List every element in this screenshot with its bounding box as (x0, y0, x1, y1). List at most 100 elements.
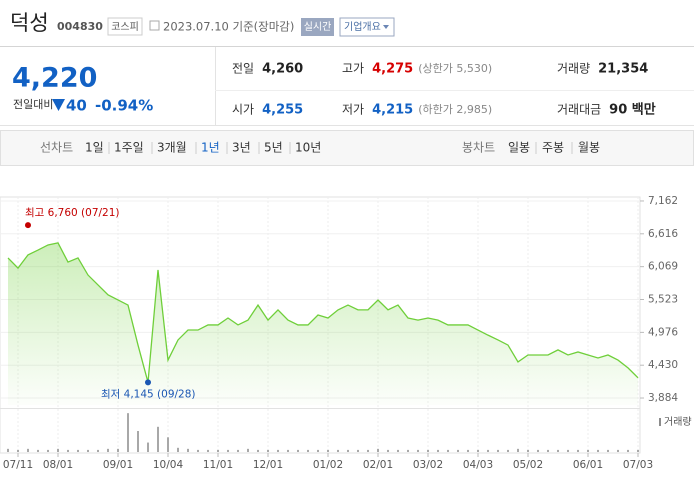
change: 40 (66, 97, 87, 115)
summary-value: 4,255 (262, 103, 303, 118)
x-tick-label: 07/03 (623, 459, 653, 471)
summary-label: 시가 (232, 103, 254, 117)
volume-bar (77, 449, 79, 452)
volume-bar (287, 449, 289, 452)
volume-bar (117, 448, 119, 452)
volume-bar (97, 449, 99, 452)
price-line (7, 242, 639, 383)
period-tab[interactable]: 1주일 (114, 141, 144, 155)
candle-tab[interactable]: 주봉 (542, 141, 564, 155)
x-tick-label: 09/01 (103, 459, 133, 471)
volume-bar (227, 449, 229, 452)
volume-legend-swatch (659, 418, 661, 426)
volume-bar (257, 449, 259, 452)
change-label: 전일대비 (13, 97, 53, 111)
extreme-marker (145, 379, 151, 386)
volume-bar (507, 449, 509, 452)
period-tab[interactable]: 10년 (295, 141, 321, 155)
volume-bar (277, 449, 279, 452)
tab-bar (0, 130, 694, 166)
extreme-label: 최저 4,145 (09/28) (101, 388, 196, 400)
volume-bar (517, 448, 519, 452)
volume-bar (547, 449, 549, 452)
volume-bar (217, 449, 219, 452)
volume-bar (347, 449, 349, 452)
extreme-marker (25, 222, 31, 229)
x-tick-label: 03/02 (413, 459, 443, 471)
x-tick-label: 10/04 (153, 459, 184, 471)
y-tick-label: 4,976 (648, 326, 678, 338)
summary-value: 21,354 (598, 62, 648, 77)
volume-bar (67, 449, 69, 452)
volume-bar (47, 449, 49, 452)
volume-bar (187, 448, 189, 452)
x-tick-label: 01/02 (313, 459, 343, 471)
volume-label: 거래량 (664, 416, 692, 428)
market-badge (107, 17, 143, 36)
volume-bar (527, 449, 529, 452)
volume-bar (497, 449, 499, 452)
volume-bar (207, 449, 209, 452)
volume-bar (127, 413, 129, 452)
volume-bar (457, 449, 459, 452)
volume-bar (157, 426, 159, 452)
summary-label: 저가 (342, 103, 364, 117)
company-button-label[interactable]: 기업개요 (344, 20, 381, 33)
realtime-badge[interactable] (301, 18, 334, 36)
period-tab[interactable]: 3개월 (157, 141, 187, 155)
volume-bar (247, 448, 249, 452)
y-tick-label: 4,430 (648, 359, 678, 371)
period-tab[interactable]: 5년 (264, 141, 283, 155)
volume-bar (197, 449, 199, 452)
volume-bar (37, 449, 39, 452)
tab-group-label: 봉차트 (462, 141, 495, 155)
volume-bar (317, 449, 319, 452)
stock-code: 004830 (57, 20, 103, 33)
market: 코스피 (111, 21, 139, 33)
date: 2023.07.10 기준(장마감) (163, 20, 294, 34)
candle-tab[interactable]: 일봉 (508, 141, 530, 155)
y-tick-label: 6,616 (648, 228, 678, 240)
period-tab[interactable]: 1년 (201, 141, 220, 155)
candle-tab[interactable]: 월봉 (578, 141, 600, 155)
volume-bar (7, 448, 9, 452)
summary-label: 거래대금 (557, 103, 601, 117)
summary-label: 거래량 (557, 62, 590, 76)
x-tick-label: 08/01 (43, 459, 73, 471)
x-tick-label: 06/01 (573, 459, 603, 471)
company-button[interactable] (339, 17, 395, 37)
period-tab[interactable]: 1일 (85, 141, 104, 155)
volume-bar (587, 449, 589, 452)
realtime[interactable]: 실시간 (304, 21, 332, 33)
volume-bar (407, 449, 409, 452)
volume-bar (27, 448, 29, 452)
period-tab[interactable]: 3년 (232, 141, 251, 155)
dropdown-arrow (383, 25, 389, 29)
tab-group-label: 선차트 (40, 141, 73, 155)
stock-name: 덕성 (10, 11, 49, 35)
change-rate: -0.94% (95, 97, 153, 115)
volume-bar (167, 437, 169, 452)
volume-bar (607, 449, 609, 452)
down-triangle (52, 99, 65, 111)
x-tick-label: 05/02 (513, 459, 543, 471)
summary-note: (하한가 2,985) (418, 102, 492, 116)
y-tick-label: 6,069 (648, 261, 678, 273)
x-tick-label: 11/01 (203, 459, 233, 471)
volume-bar (597, 449, 599, 452)
volume-bar (627, 449, 629, 452)
summary-label: 전일 (232, 62, 254, 76)
volume-bar (17, 449, 19, 452)
volume-bar (387, 449, 389, 452)
volume-bar (487, 449, 489, 452)
summary-value: 4,215 (372, 103, 413, 118)
volume-bar (307, 449, 309, 452)
volume-bar (237, 449, 239, 452)
volume-bar (447, 449, 449, 452)
volume-bar (377, 448, 379, 452)
x-tick-label: 04/03 (463, 459, 493, 471)
x-tick-label: 02/01 (363, 459, 393, 471)
volume-bar (147, 442, 149, 452)
